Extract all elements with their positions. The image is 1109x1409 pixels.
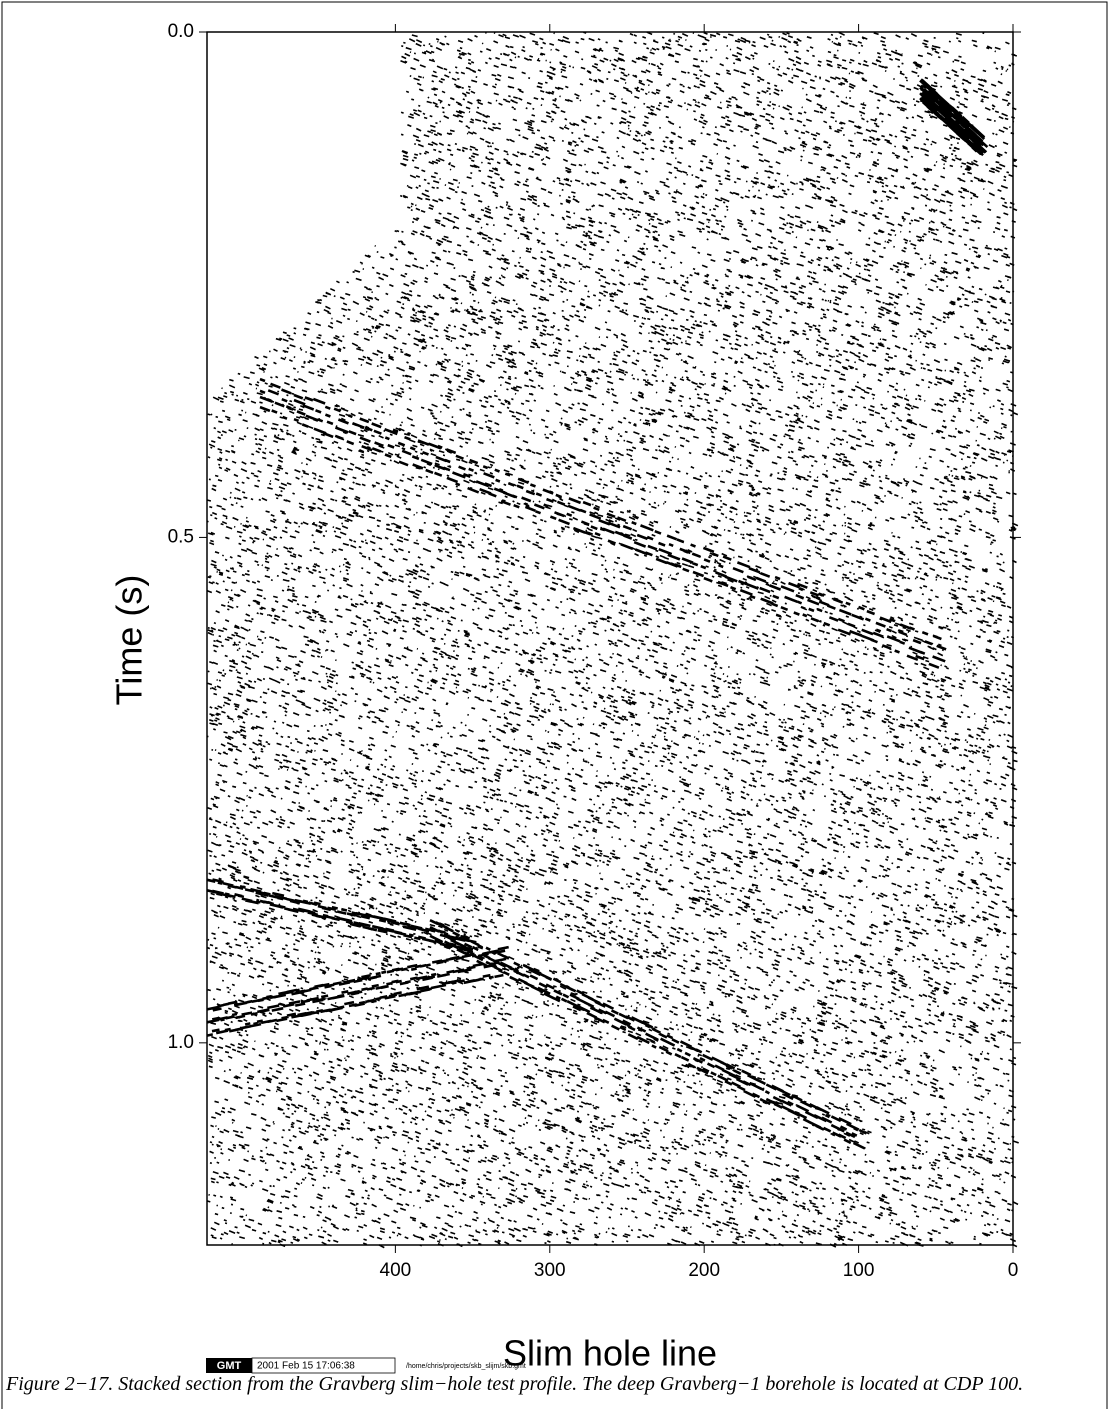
x-tick-label: 100 [843, 1260, 875, 1281]
reflectors [207, 79, 987, 1148]
page: Slim hole line Time (s) GMT 2001 Feb 15 … [0, 0, 1109, 1409]
x-axis-label: Slim hole line [503, 1333, 717, 1374]
caption: Figure 2−17. Stacked section from the Gr… [6, 1373, 1096, 1395]
x-tick-label: 300 [534, 1260, 566, 1281]
y-tick-label: 1.0 [168, 1032, 194, 1053]
stamp-file: /home/chris/projects/skb_slijm/skb.gmt [406, 1363, 526, 1370]
y-tick-label: 0.0 [168, 21, 194, 42]
y-axis-label: Time (s) [109, 575, 150, 706]
y-tick-label: 0.5 [168, 526, 194, 547]
figure: Slim hole line Time (s) GMT 2001 Feb 15 … [0, 0, 1109, 1409]
stamp-date: 2001 Feb 15 17:06:38 [257, 1361, 355, 1372]
x-tick-label: 400 [380, 1260, 412, 1281]
x-tick-label: 0 [1008, 1260, 1019, 1281]
x-tick-label: 200 [688, 1260, 720, 1281]
gmt-logo: GMT [217, 1360, 242, 1372]
